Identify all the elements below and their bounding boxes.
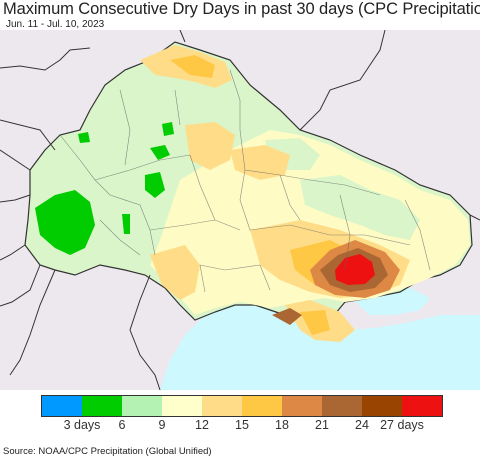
zone-6-days-center bbox=[145, 172, 165, 198]
map-title: Maximum Consecutive Dry Days in past 30 … bbox=[3, 0, 480, 18]
legend-swatch bbox=[202, 396, 242, 416]
zone-6-days-north bbox=[150, 145, 170, 160]
legend-swatch bbox=[282, 396, 322, 416]
zone-18-days-crimea bbox=[300, 310, 330, 335]
legend-label: 12 bbox=[195, 418, 209, 432]
region-boundaries bbox=[59, 69, 431, 293]
zone-18-days-north bbox=[170, 55, 215, 78]
legend-label: 21 bbox=[315, 418, 329, 432]
legend-label: 18 bbox=[275, 418, 289, 432]
zone-15-days-southwest bbox=[150, 245, 200, 300]
legend-label: 24 bbox=[355, 418, 369, 432]
country-borders bbox=[0, 30, 480, 390]
legend bbox=[41, 395, 443, 417]
zone-27-days bbox=[335, 254, 375, 285]
dry-days-map bbox=[0, 30, 480, 390]
legend-label: 15 bbox=[235, 418, 249, 432]
zone-15-days-center bbox=[185, 122, 235, 170]
legend-swatch bbox=[42, 396, 82, 416]
legend-labels: 3 days 6 9 12 15 18 21 24 27 days bbox=[0, 418, 480, 434]
legend-swatch bbox=[402, 396, 442, 416]
zone-6-days-northeast bbox=[162, 122, 174, 136]
legend-swatch bbox=[242, 396, 282, 416]
legend-label: 9 bbox=[158, 418, 166, 432]
zone-6-days-small bbox=[122, 214, 130, 234]
zone-24-days-crimea bbox=[272, 308, 302, 325]
zone-9-days-east bbox=[300, 175, 420, 240]
legend-swatch bbox=[162, 396, 202, 416]
zone-6-days-northwest bbox=[78, 132, 90, 143]
source-note: Source: NOAA/CPC Precipitation (Global U… bbox=[3, 446, 212, 457]
legend-label: 3 days bbox=[63, 418, 101, 432]
legend-swatch bbox=[322, 396, 362, 416]
legend-swatch bbox=[362, 396, 402, 416]
black-sea bbox=[160, 300, 480, 390]
legend-label: 27 days bbox=[380, 418, 424, 432]
date-range: Jun. 11 - Jul. 10, 2023 bbox=[6, 19, 105, 30]
legend-label: 6 bbox=[118, 418, 126, 432]
legend-swatch bbox=[122, 396, 162, 416]
legend-swatch bbox=[82, 396, 122, 416]
zone-6-days-west bbox=[35, 190, 95, 255]
